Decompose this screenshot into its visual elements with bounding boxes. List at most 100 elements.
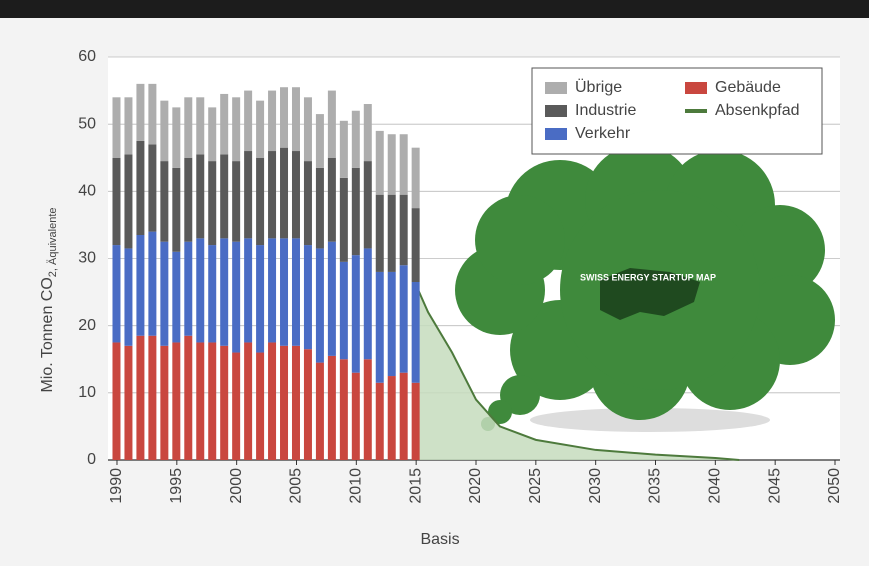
bar-segment [339,177,348,262]
y-tick-label: 50 [78,115,96,132]
bar-segment [148,83,157,145]
bar-segment [351,110,360,168]
legend-swatch [685,82,707,94]
bar-segment [244,238,253,343]
swiss-map [600,268,700,320]
bar-segment [315,248,324,363]
bar-segment [327,355,336,460]
bar-segment [363,104,372,162]
bar-segment [291,345,300,460]
bar-segment [208,107,217,162]
bar-segment [148,335,157,460]
x-tick-label: 1995 [168,468,185,504]
bar-segment [375,194,384,272]
x-tick-label: 2020 [467,468,484,504]
bar-segment [303,161,312,246]
bar-segment [208,342,217,460]
bar-segment [112,157,121,246]
bar-segment [303,349,312,460]
bar-segment [291,238,300,346]
x-tick-label: 2040 [707,468,724,504]
cloud-part [475,195,565,285]
bar-segment [172,251,181,343]
bar-segment [196,154,205,239]
bar-segment [315,114,324,168]
bar-segment [268,151,277,239]
annotation: SWISS ENERGY STARTUP MAP [580,272,716,282]
bar-segment [232,241,241,353]
bar-segment [399,194,408,266]
bar-segment [387,194,396,272]
bar-segment [327,157,336,242]
y-tick-label: 10 [78,384,96,401]
legend-label: Übrige [575,78,622,96]
y-label-sub: 2, Äquivalente [47,207,59,277]
bar-segment [399,372,408,460]
legend-label: Industrie [575,102,636,119]
bar-segment [196,238,205,343]
y-tick-label: 40 [78,183,96,200]
bar-segment [184,157,193,242]
bar-segment [315,167,324,249]
bar-segment [256,100,265,158]
x-tick-label: 2025 [527,468,544,504]
legend-swatch [545,128,567,140]
bar-segment [220,154,229,239]
x-tick-label: 2035 [647,468,664,504]
bar-segment [172,342,181,460]
bar-segment [244,90,253,152]
bar-segment [351,372,360,460]
bar-segment [315,362,324,460]
bar-segment [256,157,265,246]
x-tick-label: 2015 [407,468,424,504]
bar-segment [411,282,420,383]
bar-segment [160,345,169,460]
bar-segment [124,345,133,460]
bar-segment [232,161,241,242]
bar-segment [387,134,396,195]
bar-segment [411,382,420,460]
bar-segment [160,161,169,242]
bar-segment [124,154,133,249]
bar-segment [339,120,348,178]
bar-segment [184,241,193,336]
bar-segment [399,265,408,373]
x-axis-label: Basis [420,531,459,548]
bar-segment [280,345,289,460]
bar-segment [244,151,253,239]
bar-segment [351,167,360,256]
bar-segment [256,245,265,353]
path-line [415,284,740,461]
bar-segment [232,97,241,162]
bar-segment [387,376,396,460]
bar-segment [363,248,372,360]
bar-segment [280,238,289,346]
bar-segment [112,245,121,343]
y-tick-label: 20 [78,317,96,334]
y-label-main: Mio. Tonnen CO [39,277,56,392]
bar-segment [160,241,169,346]
bar-segment [268,90,277,152]
bar-segment [112,97,121,158]
bar-segment [399,134,408,195]
x-tick-label: 2010 [348,468,365,504]
bar-segment [268,238,277,343]
bar-segment [375,130,384,195]
legend-box [531,67,823,155]
bar-segment [208,245,217,343]
bar-segment [124,97,133,155]
legend-label: Absenkpfad [715,102,800,119]
cloud-shadow [530,408,770,432]
bar-segment [339,261,348,360]
bar-segment [244,342,253,460]
legend-label: Verkehr [575,125,631,142]
bar-segment [268,342,277,460]
bar-segment [387,271,396,377]
bar-segment [303,245,312,350]
bar-segment [411,208,420,283]
bar-segment [280,147,289,239]
bar-segment [172,167,181,252]
bar-segment [351,255,360,373]
bar-segment [184,335,193,460]
